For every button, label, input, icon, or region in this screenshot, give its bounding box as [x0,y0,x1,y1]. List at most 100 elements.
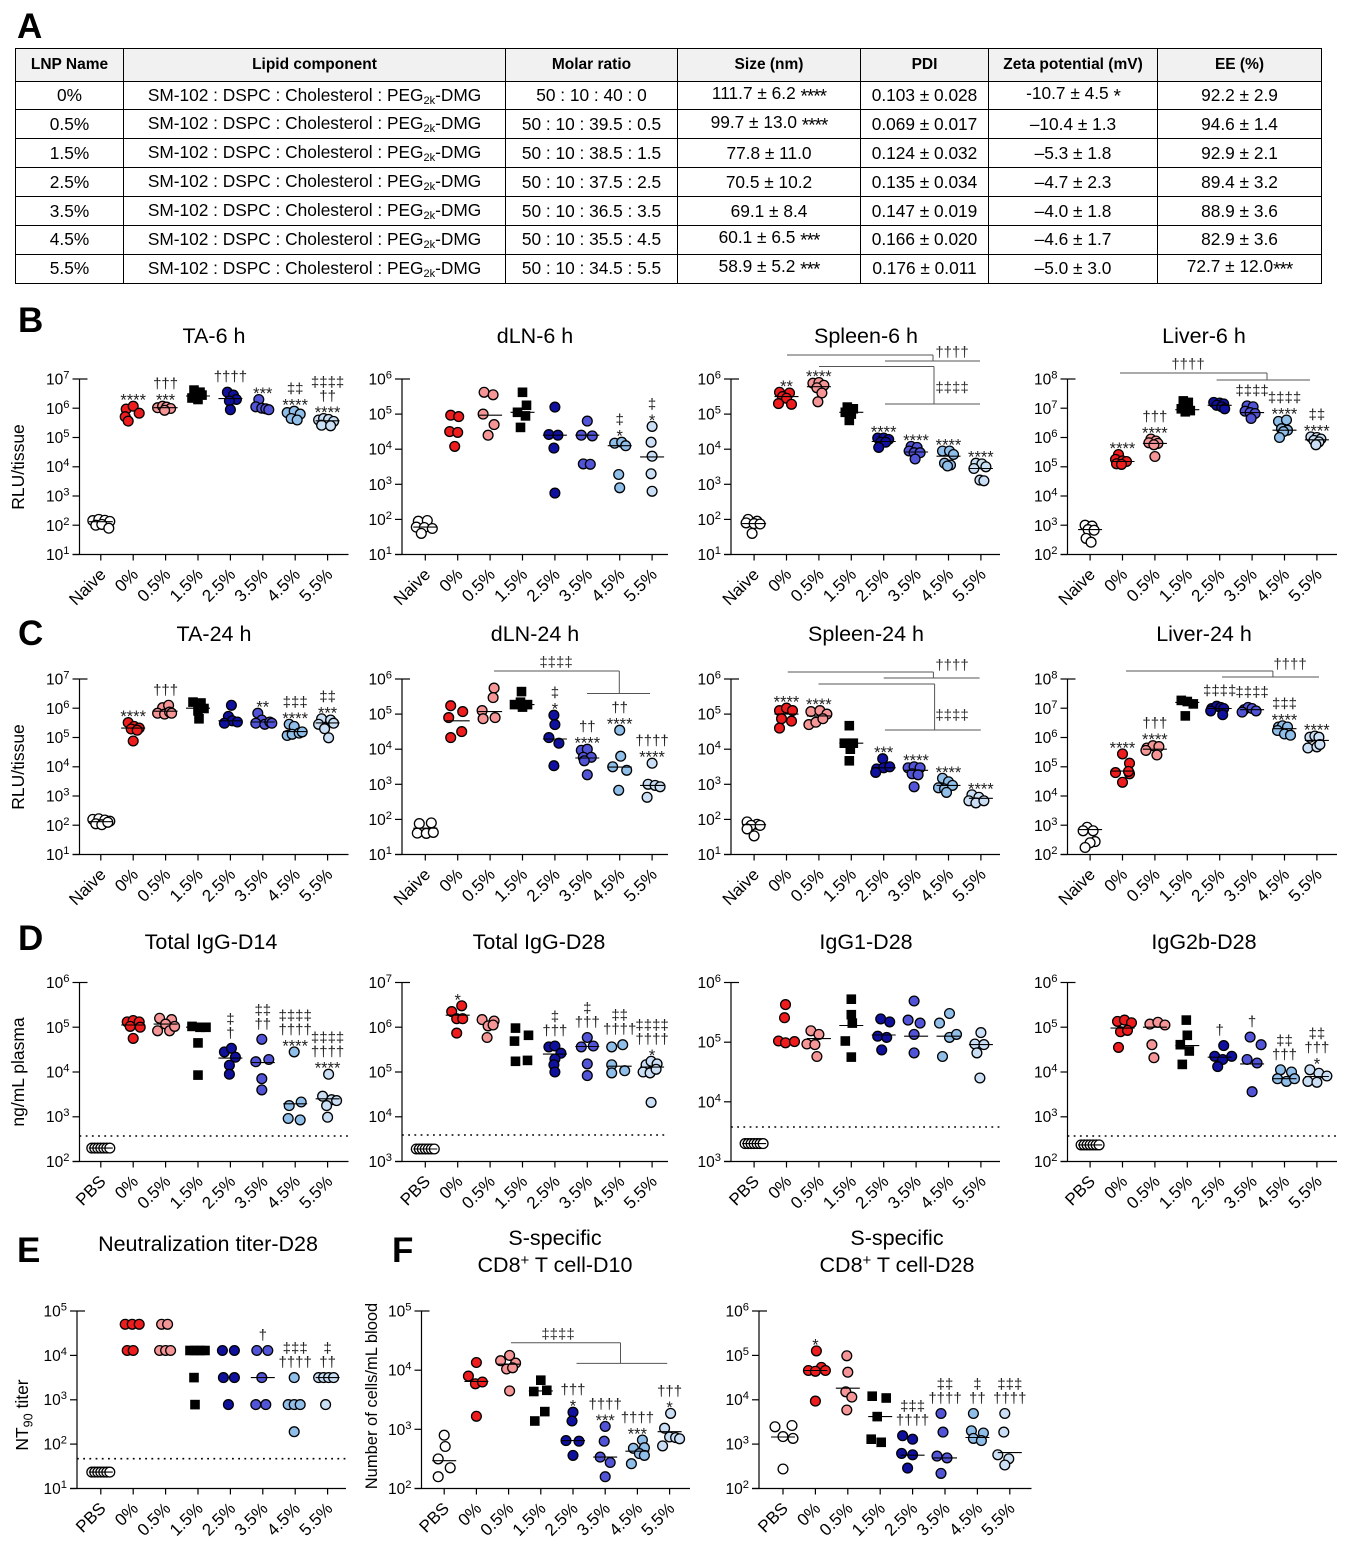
svg-text:††: †† [611,700,628,717]
svg-text:3.5%: 3.5% [884,565,925,606]
svg-text:2.5%: 2.5% [852,1172,893,1213]
svg-text:3.5%: 3.5% [231,865,272,906]
svg-text:††††: †††† [935,657,968,674]
svg-text:102: 102 [388,1479,411,1498]
svg-text:CD8+ T cell-D28: CD8+ T cell-D28 [820,1252,975,1277]
svg-text:*: * [552,701,559,719]
svg-text:103: 103 [388,1420,411,1439]
svg-text:2.5%: 2.5% [198,565,239,606]
svg-text:†: † [259,1327,267,1344]
svg-text:5.5%: 5.5% [1285,1172,1326,1213]
svg-text:2.5%: 2.5% [1188,865,1229,906]
svg-text:2.5%: 2.5% [198,1172,239,1213]
svg-text:103: 103 [369,475,392,494]
svg-text:†: † [1216,1022,1224,1039]
svg-text:4.5%: 4.5% [588,1172,629,1213]
svg-text:4.5%: 4.5% [916,565,957,606]
svg-text:‡‡: ‡‡ [254,1002,271,1019]
svg-text:5.5%: 5.5% [296,865,337,906]
svg-text:101: 101 [44,1479,67,1498]
svg-text:††††: †††† [279,1354,312,1371]
svg-text:‡‡‡‡: ‡‡‡‡ [1268,390,1301,407]
svg-text:B: B [18,301,43,340]
svg-text:101: 101 [369,845,392,864]
svg-text:††: †† [254,1016,271,1033]
svg-text:3.5%: 3.5% [231,1172,272,1213]
svg-text:A: A [17,7,42,46]
svg-text:***: *** [874,744,894,762]
svg-text:104: 104 [46,457,69,476]
svg-text:5.5%: 5.5% [620,565,661,606]
svg-text:††††: †††† [635,1031,668,1048]
svg-text:†: † [1248,1014,1256,1031]
svg-text:105: 105 [1034,457,1057,476]
svg-text:*: * [812,1336,819,1354]
svg-text:‡: ‡ [323,1340,331,1357]
svg-text:4.5%: 4.5% [263,565,304,606]
svg-text:104: 104 [698,740,721,759]
svg-text:106: 106 [1034,428,1057,447]
svg-text:104: 104 [726,1390,749,1409]
svg-text:5.5%: 5.5% [978,1499,1019,1540]
svg-text:107: 107 [46,670,69,689]
svg-text:103: 103 [1034,1107,1057,1126]
svg-text:‡‡‡: ‡‡‡ [1272,695,1297,712]
svg-text:E: E [17,1231,40,1270]
svg-text:105: 105 [44,1302,67,1321]
svg-text:5.5%: 5.5% [949,865,990,906]
svg-text:††††: †††† [993,1390,1026,1407]
svg-text:‡‡: ‡‡ [937,1376,954,1393]
svg-text:†††: ††† [560,1382,585,1399]
svg-text:††††: †††† [603,1021,636,1038]
svg-text:104: 104 [369,440,392,459]
svg-text:Naive: Naive [719,865,763,909]
svg-text:0.5%: 0.5% [1123,1172,1164,1213]
svg-text:††: †† [579,719,596,736]
svg-text:0.5%: 0.5% [787,1172,828,1213]
svg-text:PBS: PBS [1061,1172,1098,1209]
svg-text:‡: ‡ [551,1009,559,1026]
svg-text:‡‡‡‡: ‡‡‡‡ [539,654,572,671]
svg-text:ng/mL plasma: ng/mL plasma [8,1017,28,1127]
svg-text:104: 104 [1034,1063,1057,1082]
svg-text:104: 104 [1034,487,1057,506]
svg-text:1.5%: 1.5% [490,565,531,606]
svg-text:0.5%: 0.5% [134,565,175,606]
svg-text:101: 101 [698,545,721,564]
svg-text:2.5%: 2.5% [523,565,564,606]
svg-text:‡‡: ‡‡ [611,1007,628,1024]
svg-text:****: **** [1272,406,1298,424]
svg-text:5.5%: 5.5% [1285,565,1326,606]
svg-text:104: 104 [698,440,721,459]
svg-text:1.5%: 1.5% [490,1172,531,1213]
svg-text:****: **** [574,735,600,753]
svg-text:****: **** [968,780,994,798]
svg-text:3.5%: 3.5% [1220,1172,1261,1213]
svg-text:†††: ††† [153,682,178,699]
svg-text:2.5%: 2.5% [1188,1172,1229,1213]
svg-text:102: 102 [369,810,392,829]
svg-text:****: **** [1142,731,1168,749]
svg-text:NT90 titer: NT90 titer [12,1379,36,1450]
svg-text:****: **** [903,432,929,450]
svg-text:2.5%: 2.5% [523,1172,564,1213]
svg-text:****: **** [639,749,665,767]
svg-text:106: 106 [698,670,721,689]
svg-text:1.5%: 1.5% [166,1499,207,1540]
svg-text:106: 106 [369,370,392,389]
svg-text:101: 101 [46,545,69,564]
svg-text:4.5%: 4.5% [1252,865,1293,906]
svg-text:0.5%: 0.5% [458,565,499,606]
svg-text:****: **** [282,710,308,728]
svg-text:****: **** [936,437,962,455]
svg-text:Naive: Naive [1055,565,1099,609]
svg-text:‡‡‡‡: ‡‡‡‡ [541,1326,574,1343]
svg-text:****: **** [1304,722,1330,740]
svg-text:105: 105 [698,405,721,424]
svg-text:1.5%: 1.5% [819,1172,860,1213]
svg-text:RLU/tissue: RLU/tissue [8,724,28,810]
svg-text:103: 103 [46,1107,69,1126]
svg-text:Naive: Naive [65,565,109,609]
svg-text:††††: †††† [311,1044,344,1061]
svg-text:**: ** [256,699,269,717]
